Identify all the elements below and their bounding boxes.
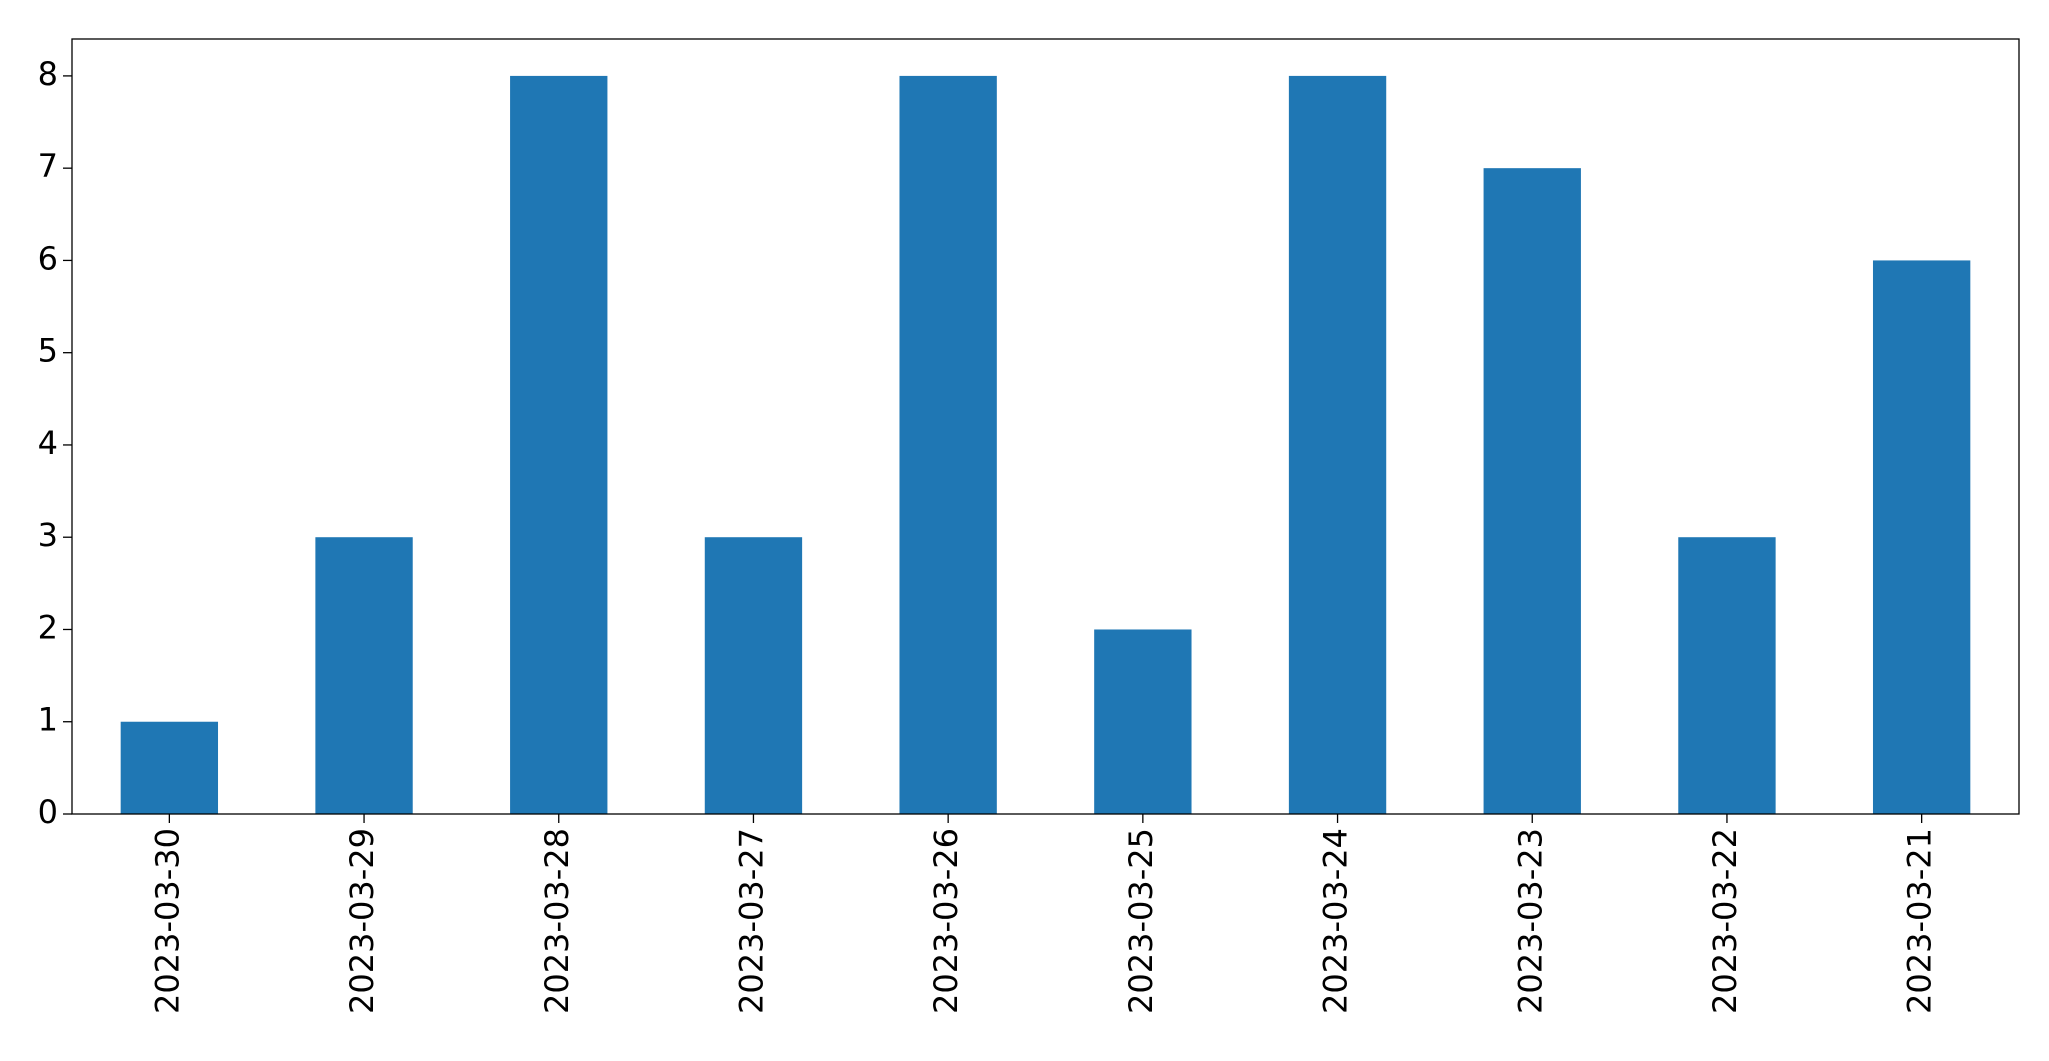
y-tick-label: 4 [38, 424, 58, 462]
x-tick-label: 2023-03-24 [1317, 828, 1355, 1014]
bar [315, 537, 413, 814]
y-tick-label: 3 [38, 516, 58, 554]
bar [1094, 629, 1192, 814]
bar [120, 721, 219, 814]
bar [1678, 537, 1776, 814]
y-tick-label: 8 [38, 55, 58, 93]
bar [1288, 75, 1387, 814]
x-tick-label: 2023-03-22 [1706, 828, 1744, 1014]
y-tick-label: 0 [38, 793, 58, 831]
y-tick-label: 1 [38, 701, 58, 739]
y-tick-label: 7 [38, 147, 58, 185]
plot-frame [71, 38, 2020, 815]
x-tick-label: 2023-03-26 [927, 828, 965, 1014]
bar [704, 537, 803, 814]
bar [899, 75, 997, 814]
x-tick-label: 2023-03-28 [538, 828, 576, 1014]
x-tick-label: 2023-03-21 [1901, 828, 1939, 1014]
x-tick-label: 2023-03-30 [148, 828, 186, 1014]
x-tick-label: 2023-03-25 [1122, 828, 1160, 1014]
x-tick-label: 2023-03-29 [343, 828, 381, 1014]
y-tick-label: 2 [38, 608, 58, 646]
bar [1872, 260, 1971, 814]
bar [1483, 168, 1581, 814]
y-tick-label: 6 [38, 239, 58, 277]
bar [510, 75, 608, 814]
y-tick-label: 5 [38, 332, 58, 370]
x-tick-label: 2023-03-27 [732, 828, 770, 1014]
x-tick-label: 2023-03-23 [1511, 828, 1549, 1014]
